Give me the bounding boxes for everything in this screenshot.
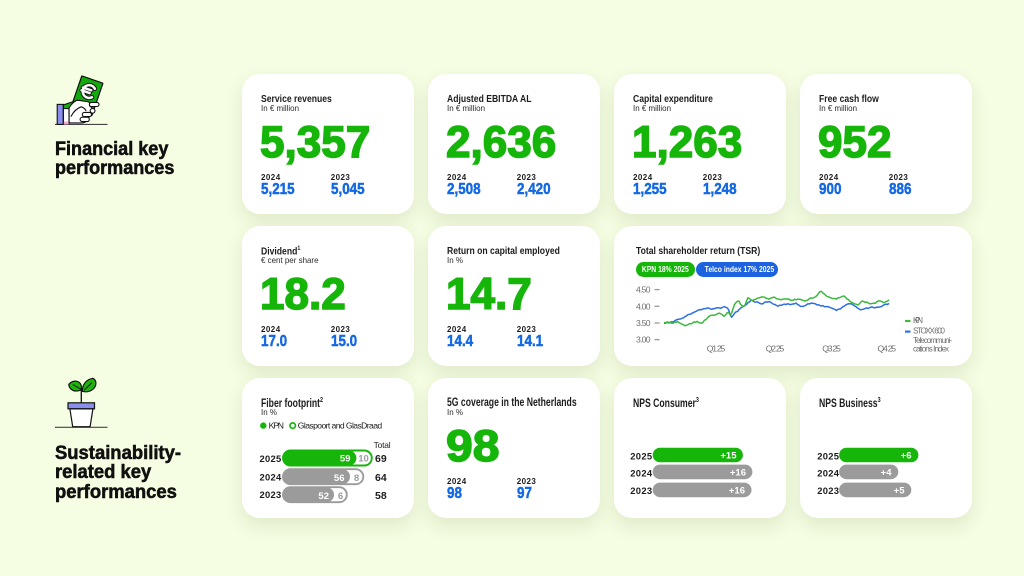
- svg-text:2024: 2024: [630, 468, 653, 479]
- svg-text:3.50: 3.50: [636, 318, 651, 328]
- svg-text:Telecommuni-: Telecommuni-: [913, 336, 952, 345]
- svg-text:Q1 25: Q1 25: [707, 343, 726, 353]
- svg-text:KPN: KPN: [913, 316, 923, 325]
- svg-text:cations Index: cations Index: [913, 344, 949, 353]
- svg-text:+4: +4: [881, 468, 893, 479]
- svg-text:2025: 2025: [260, 453, 282, 464]
- svg-text:Q4 25: Q4 25: [878, 343, 897, 353]
- svg-text:56: 56: [334, 473, 345, 484]
- svg-text:10: 10: [358, 454, 369, 465]
- svg-text:58: 58: [375, 490, 387, 502]
- svg-text:STOXX 600: STOXX 600: [913, 327, 946, 336]
- svg-text:69: 69: [375, 453, 387, 465]
- svg-text:Total: Total: [374, 440, 391, 450]
- svg-text:+6: +6: [901, 451, 912, 462]
- svg-text:59: 59: [340, 454, 351, 465]
- svg-text:Glaspoort and GlasDraad: Glaspoort and GlasDraad: [298, 421, 383, 431]
- svg-text:6: 6: [338, 491, 343, 502]
- svg-text:KPN: KPN: [269, 421, 284, 431]
- svg-text:Q3 25: Q3 25: [822, 343, 841, 353]
- svg-text:2023: 2023: [630, 485, 652, 496]
- svg-text:2024: 2024: [260, 472, 283, 483]
- svg-text:52: 52: [318, 491, 329, 502]
- svg-text:+5: +5: [894, 486, 906, 497]
- svg-text:+16: +16: [729, 486, 745, 497]
- svg-text:3.00: 3.00: [636, 335, 651, 345]
- svg-text:4.50: 4.50: [636, 285, 651, 295]
- svg-text:+16: +16: [730, 468, 746, 479]
- svg-text:64: 64: [375, 472, 387, 484]
- svg-text:4.00: 4.00: [636, 301, 651, 311]
- svg-text:+15: +15: [720, 451, 737, 462]
- svg-text:2025: 2025: [817, 450, 839, 461]
- svg-text:2025: 2025: [630, 450, 652, 461]
- svg-text:8: 8: [354, 473, 359, 484]
- svg-text:2023: 2023: [260, 489, 282, 500]
- svg-text:2024: 2024: [817, 468, 840, 479]
- svg-text:2023: 2023: [817, 485, 839, 496]
- svg-text:Q2 25: Q2 25: [766, 343, 785, 353]
